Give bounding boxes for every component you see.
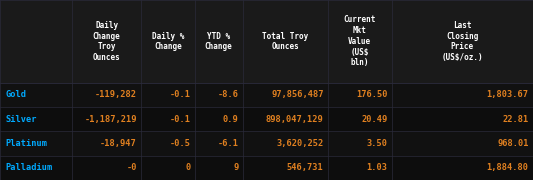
Bar [0, 131, 533, 156]
Bar [0, 107, 533, 131]
Text: Daily
Change
Troy
Ounces: Daily Change Troy Ounces [93, 21, 120, 62]
Text: 0.9: 0.9 [222, 115, 238, 124]
Text: 0: 0 [185, 163, 190, 172]
Text: -8.6: -8.6 [217, 90, 238, 99]
Text: -0.1: -0.1 [169, 90, 190, 99]
Text: 22.81: 22.81 [503, 115, 529, 124]
Text: Total Troy
Ounces: Total Troy Ounces [262, 31, 308, 51]
Text: -0: -0 [126, 163, 137, 172]
Text: Gold: Gold [5, 90, 26, 99]
Bar [0, 83, 533, 107]
Text: 3,620,252: 3,620,252 [276, 139, 324, 148]
Text: YTD %
Change: YTD % Change [205, 31, 232, 51]
Text: -119,282: -119,282 [95, 90, 137, 99]
Text: 176.50: 176.50 [356, 90, 387, 99]
Text: -0.1: -0.1 [169, 115, 190, 124]
Text: -18,947: -18,947 [100, 139, 137, 148]
Text: 3.50: 3.50 [367, 139, 387, 148]
Text: 9: 9 [233, 163, 238, 172]
Text: Current
Mkt
Value
(US$
bln): Current Mkt Value (US$ bln) [344, 15, 376, 67]
Text: -1,187,219: -1,187,219 [85, 115, 137, 124]
Text: 20.49: 20.49 [361, 115, 387, 124]
Text: -6.1: -6.1 [217, 139, 238, 148]
Text: 546,731: 546,731 [287, 163, 324, 172]
Text: Palladium: Palladium [5, 163, 53, 172]
Text: 97,856,487: 97,856,487 [271, 90, 324, 99]
Bar [0, 156, 533, 180]
Text: 1,884.80: 1,884.80 [487, 163, 529, 172]
Bar [0, 0, 533, 83]
Text: Silver: Silver [5, 115, 37, 124]
Text: -0.5: -0.5 [169, 139, 190, 148]
Text: 898,047,129: 898,047,129 [266, 115, 324, 124]
Text: 1.03: 1.03 [367, 163, 387, 172]
Text: Last
Closing
Price
(US$/oz.): Last Closing Price (US$/oz.) [441, 21, 483, 62]
Text: Daily %
Change: Daily % Change [152, 31, 184, 51]
Text: 968.01: 968.01 [497, 139, 529, 148]
Text: Platinum: Platinum [5, 139, 47, 148]
Text: 1,803.67: 1,803.67 [487, 90, 529, 99]
